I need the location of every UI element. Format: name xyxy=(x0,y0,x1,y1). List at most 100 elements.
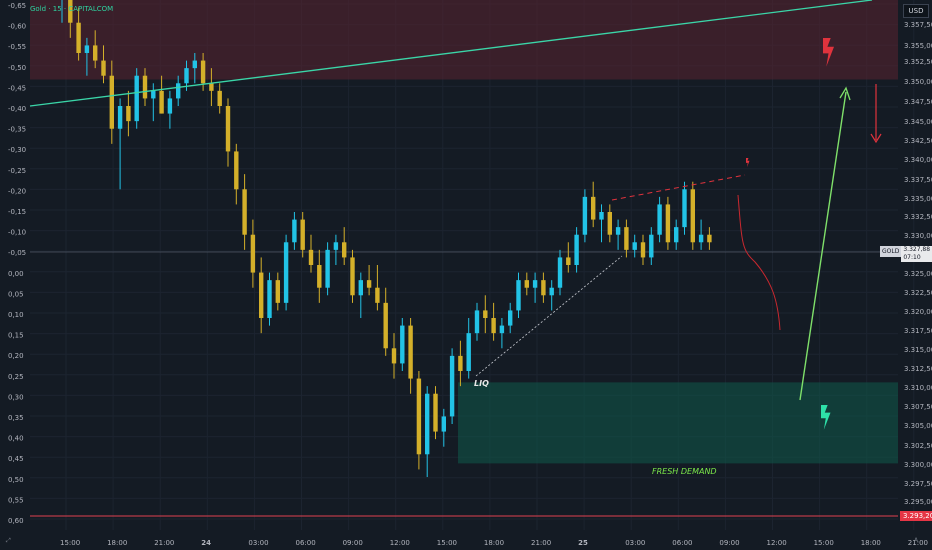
right-axis-tick: 3.340,00 xyxy=(904,156,932,164)
candle xyxy=(391,333,397,379)
support-price-tag: 3.293,20 xyxy=(900,511,932,521)
left-axis-tick: 0,10 xyxy=(8,311,24,319)
time-axis-tick: 18:00 xyxy=(861,539,881,547)
candle xyxy=(109,60,114,144)
time-axis-tick: 09:00 xyxy=(719,539,739,547)
current-price-tag: GOLD 3.327,88 07:10 xyxy=(880,246,932,262)
time-axis-tick: 25 xyxy=(578,539,588,547)
candle xyxy=(665,196,671,250)
right-axis-tick: 3.307,50 xyxy=(904,403,932,411)
candle xyxy=(275,272,280,311)
candle xyxy=(225,98,231,167)
candle xyxy=(142,68,148,106)
left-axis-tick: -0,25 xyxy=(8,167,26,175)
right-axis-tick: 3.335,00 xyxy=(904,195,932,203)
candle xyxy=(192,53,197,84)
right-axis-tick: 3.350,00 xyxy=(904,78,932,86)
dashed-red-trendline[interactable] xyxy=(611,174,746,201)
candle xyxy=(541,272,546,303)
left-axis: -0,65 -0,60 -0,55 -0,50 -0,45 -0,40 -0,35 -0,30… xyxy=(8,2,26,525)
left-axis-tick: 0,00 xyxy=(8,270,24,278)
right-axis-tick: 3.295,00 xyxy=(904,498,932,506)
time-axis-tick: 15:00 xyxy=(60,539,80,547)
left-axis-tick: -0,50 xyxy=(8,64,26,72)
candle xyxy=(449,348,455,424)
time-axis-tick: 18:00 xyxy=(107,539,127,547)
candles xyxy=(61,0,712,477)
right-axis-tick: 3.357,50 xyxy=(904,21,932,29)
candle xyxy=(607,204,612,243)
right-axis-tick: 3.300,00 xyxy=(904,461,932,469)
currency-button[interactable]: USD xyxy=(903,4,929,18)
candle xyxy=(292,212,297,250)
candle xyxy=(524,272,529,296)
candle xyxy=(61,0,63,23)
candle xyxy=(84,37,90,76)
right-axis-tick: 3.355,00 xyxy=(904,42,932,50)
candle xyxy=(707,227,712,250)
candle xyxy=(167,90,173,129)
candle xyxy=(117,98,123,190)
candle xyxy=(76,7,81,61)
candle xyxy=(366,265,372,296)
candle xyxy=(416,371,422,470)
left-axis-tick: 0,40 xyxy=(8,435,24,443)
candle xyxy=(358,272,363,318)
right-axis[interactable]: 3.357,50 3.355,00 3.352,50 3.350,00 3.347,50… xyxy=(904,21,932,506)
candle xyxy=(317,249,322,303)
candle xyxy=(532,272,538,303)
expand-icon[interactable]: ⤢ xyxy=(6,537,11,544)
trend-line[interactable] xyxy=(29,0,873,107)
left-axis-tick: -0,15 xyxy=(8,208,26,216)
candle xyxy=(283,234,289,311)
left-axis-tick: 0,50 xyxy=(8,476,24,484)
time-axis-tick: 03:00 xyxy=(625,539,645,547)
candle xyxy=(649,227,654,265)
candle xyxy=(101,45,106,84)
right-axis-tick: 3.352,50 xyxy=(904,58,932,66)
left-axis-tick: 0,20 xyxy=(8,352,24,360)
left-axis-tick: -0,30 xyxy=(8,146,26,154)
candle xyxy=(308,234,314,273)
time-axis[interactable]: 15:00 18:00 21:00 24 03:00 06:00 09:00 12:00 15:… xyxy=(0,532,932,550)
time-axis-tick: 09:00 xyxy=(343,539,363,547)
left-axis-tick: 0,45 xyxy=(8,455,24,463)
left-axis-tick: -0,05 xyxy=(8,249,26,257)
candle xyxy=(698,219,704,250)
candle xyxy=(325,242,330,296)
candle xyxy=(615,219,621,250)
right-axis-tick: 3.322,50 xyxy=(904,289,932,297)
liquidity-trendline[interactable] xyxy=(475,255,623,377)
candle xyxy=(441,408,446,447)
candle xyxy=(342,227,347,265)
time-axis-tick: 06:00 xyxy=(672,539,692,547)
right-axis-tick: 3.305,00 xyxy=(904,422,932,430)
right-axis-tick: 3.330,00 xyxy=(904,232,932,240)
left-axis-tick: 0,60 xyxy=(8,517,24,525)
candle xyxy=(425,386,430,477)
candle xyxy=(209,68,214,106)
current-price-value: 3.327,88 xyxy=(903,246,931,253)
candle xyxy=(151,83,156,122)
right-axis-tick: 3.312,50 xyxy=(904,365,932,373)
left-axis-tick: 0,05 xyxy=(8,290,24,298)
candle xyxy=(508,302,513,334)
left-axis-tick: -0,35 xyxy=(8,126,26,134)
left-axis-tick: -0,65 xyxy=(8,2,26,10)
candle xyxy=(499,318,505,349)
left-axis-tick: -0,20 xyxy=(8,187,26,195)
candle xyxy=(549,280,554,311)
right-axis-tick: 3.302,50 xyxy=(904,442,932,450)
left-axis-tick: 0,15 xyxy=(8,332,24,340)
auto-scale-button[interactable]: A xyxy=(914,537,919,544)
left-axis-tick: -0,10 xyxy=(8,229,26,237)
candle xyxy=(408,318,413,394)
left-axis-tick: 0,25 xyxy=(8,373,24,381)
time-axis-tick: 06:00 xyxy=(296,539,316,547)
liq-label: LIQ xyxy=(474,379,489,388)
candle xyxy=(350,249,355,303)
candle xyxy=(574,227,579,273)
right-axis-tick: 3.342,50 xyxy=(904,137,932,145)
